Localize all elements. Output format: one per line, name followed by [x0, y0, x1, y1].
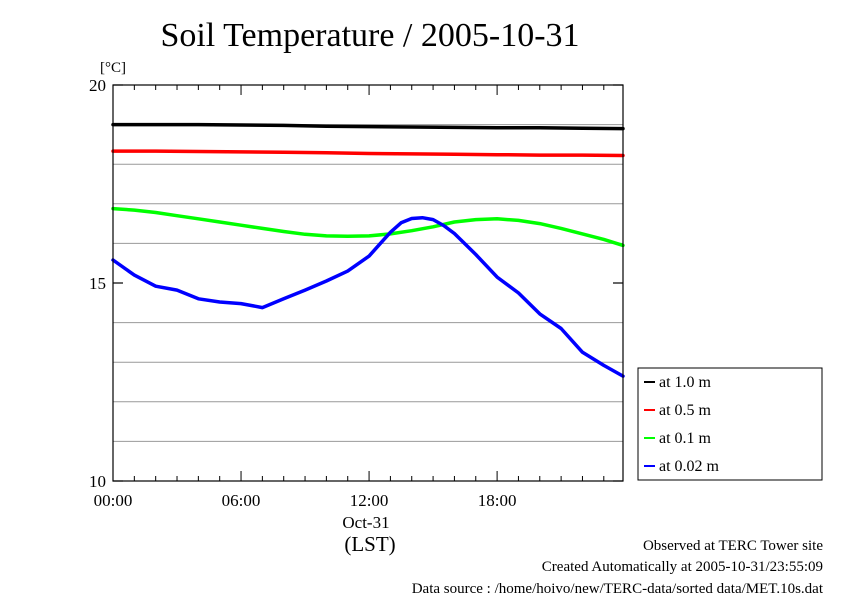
x-axis-ticks: 00:00 06:00 12:00 18:00 — [94, 85, 605, 510]
legend-label: at 0.1 m — [659, 430, 712, 447]
y-tick-label: 15 — [89, 274, 106, 293]
x-tick-label: 00:00 — [94, 491, 133, 510]
x-axis-label: (LST) — [344, 532, 395, 556]
x-tick-label: 12:00 — [350, 491, 389, 510]
y-axis-unit-label: [°C] — [100, 60, 126, 76]
x-tick-label: 06:00 — [222, 491, 261, 510]
legend-label: at 0.02 m — [659, 458, 720, 475]
series-line-at-0-5-m — [111, 149, 625, 158]
footer-data-source: Data source : /home/hoivo/new/TERC-data/… — [412, 581, 824, 595]
legend-label: at 1.0 m — [659, 374, 712, 391]
legend: at 1.0 m at 0.5 m at 0.1 m at 0.02 m — [637, 367, 823, 481]
legend-box — [637, 367, 823, 481]
series-lines — [111, 122, 625, 378]
grid-lines — [113, 124, 623, 442]
plot-area-frame — [112, 84, 624, 482]
x-tick-label: 18:00 — [478, 491, 517, 510]
series-line-at-1-0-m — [111, 122, 625, 131]
y-tick-label: 20 — [89, 76, 106, 95]
chart-title: Soil Temperature / 2005-10-31 — [160, 17, 579, 54]
series-line-at-0-1-m — [111, 206, 625, 248]
footer-observed-site: Observed at TERC Tower site — [643, 538, 823, 554]
x-axis-date-label: Oct-31 — [342, 513, 389, 532]
y-axis-ticks: 10 15 20 — [89, 76, 623, 491]
legend-label: at 0.5 m — [659, 402, 712, 419]
y-tick-label: 10 — [89, 472, 106, 491]
footer-created-time: Created Automatically at 2005-10-31/23:5… — [542, 559, 823, 575]
series-line-at-0-02-m — [111, 215, 625, 378]
